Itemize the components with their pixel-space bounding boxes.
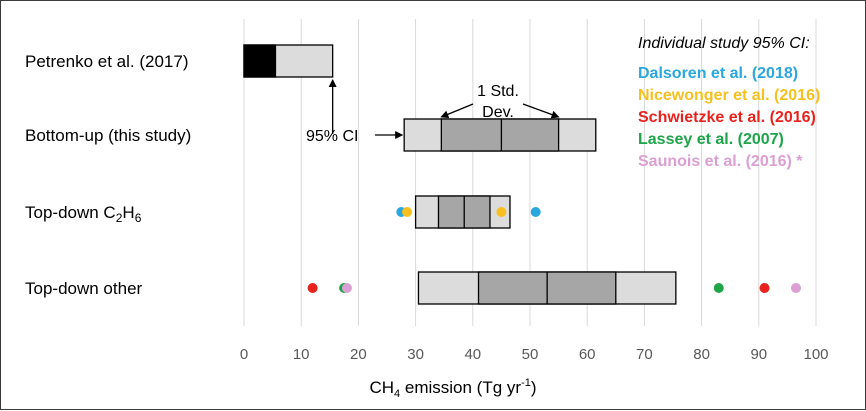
std-arrow-right bbox=[522, 103, 560, 119]
study-point bbox=[402, 207, 413, 217]
ci-label: 95% CI bbox=[306, 128, 358, 145]
category-label-part: Top-down C bbox=[25, 203, 116, 222]
study-points bbox=[307, 207, 801, 293]
std-dev-label-line2: Dev. bbox=[482, 104, 514, 121]
highlight-segment bbox=[243, 44, 277, 78]
study-point bbox=[307, 283, 318, 293]
boxes bbox=[243, 44, 677, 305]
legend-entry: Schwietzke et al. (2016) bbox=[638, 109, 816, 126]
x-tick-label: 90 bbox=[750, 346, 767, 363]
x-tick-label: 30 bbox=[407, 346, 424, 363]
category-labels: Petrenko et al. (2017) Bottom-up (this st… bbox=[25, 52, 191, 298]
annotation-arrows bbox=[328, 79, 560, 139]
study-point bbox=[530, 207, 541, 217]
x-axis-label-pre: CH bbox=[369, 378, 394, 397]
x-tick-labels: 0 10 20 30 40 50 60 70 80 90 100 bbox=[240, 346, 829, 363]
x-axis-label-sub: 4 bbox=[394, 388, 400, 400]
category-label: Bottom-up (this study) bbox=[25, 126, 191, 145]
category-label-sub: 2 bbox=[116, 211, 123, 225]
category-label: Top-down C2H6 bbox=[25, 203, 142, 225]
legend-entry: Lassey et al. (2007) bbox=[638, 131, 784, 148]
study-point bbox=[790, 283, 801, 293]
category-label-sub: 6 bbox=[135, 211, 142, 225]
category-label: Top-down other bbox=[25, 279, 143, 298]
x-tick-label: 0 bbox=[240, 346, 248, 363]
x-axis-label: CH4 emission (Tg yr-1) bbox=[369, 377, 536, 400]
std-dev-label-line1: 1 Std. bbox=[477, 83, 519, 100]
category-label-part: H bbox=[122, 203, 134, 222]
legend-entry: Nicewonger et al. (2016) bbox=[638, 87, 820, 104]
x-axis-label-post: ) bbox=[531, 378, 537, 397]
x-tick-label: 80 bbox=[693, 346, 710, 363]
std1-box bbox=[440, 118, 560, 152]
x-tick-label: 70 bbox=[636, 346, 653, 363]
x-axis-label-mid: emission (Tg yr bbox=[400, 378, 521, 397]
study-point bbox=[496, 207, 507, 217]
legend-entry: Dalsoren et al. (2018) bbox=[638, 65, 798, 82]
legend: Individual study 95% CI: Dalsoren et al.… bbox=[638, 35, 820, 170]
x-tick-label: 20 bbox=[350, 346, 367, 363]
study-point bbox=[759, 283, 770, 293]
x-axis-label-sup: -1 bbox=[521, 377, 531, 389]
x-tick-label: 10 bbox=[293, 346, 310, 363]
annotations: 1 Std. Dev. 95% CI bbox=[306, 79, 560, 145]
study-point bbox=[341, 283, 352, 293]
x-tick-label: 40 bbox=[464, 346, 481, 363]
legend-entry: Saunois et al. (2016) * bbox=[638, 153, 803, 170]
legend-title: Individual study 95% CI: bbox=[638, 35, 810, 52]
category-label: Petrenko et al. (2017) bbox=[25, 52, 188, 71]
x-tick-label: 50 bbox=[522, 346, 539, 363]
x-tick-label: 100 bbox=[803, 346, 828, 363]
x-tick-label: 60 bbox=[579, 346, 596, 363]
study-point bbox=[713, 283, 724, 293]
std-arrow-left bbox=[440, 103, 474, 119]
